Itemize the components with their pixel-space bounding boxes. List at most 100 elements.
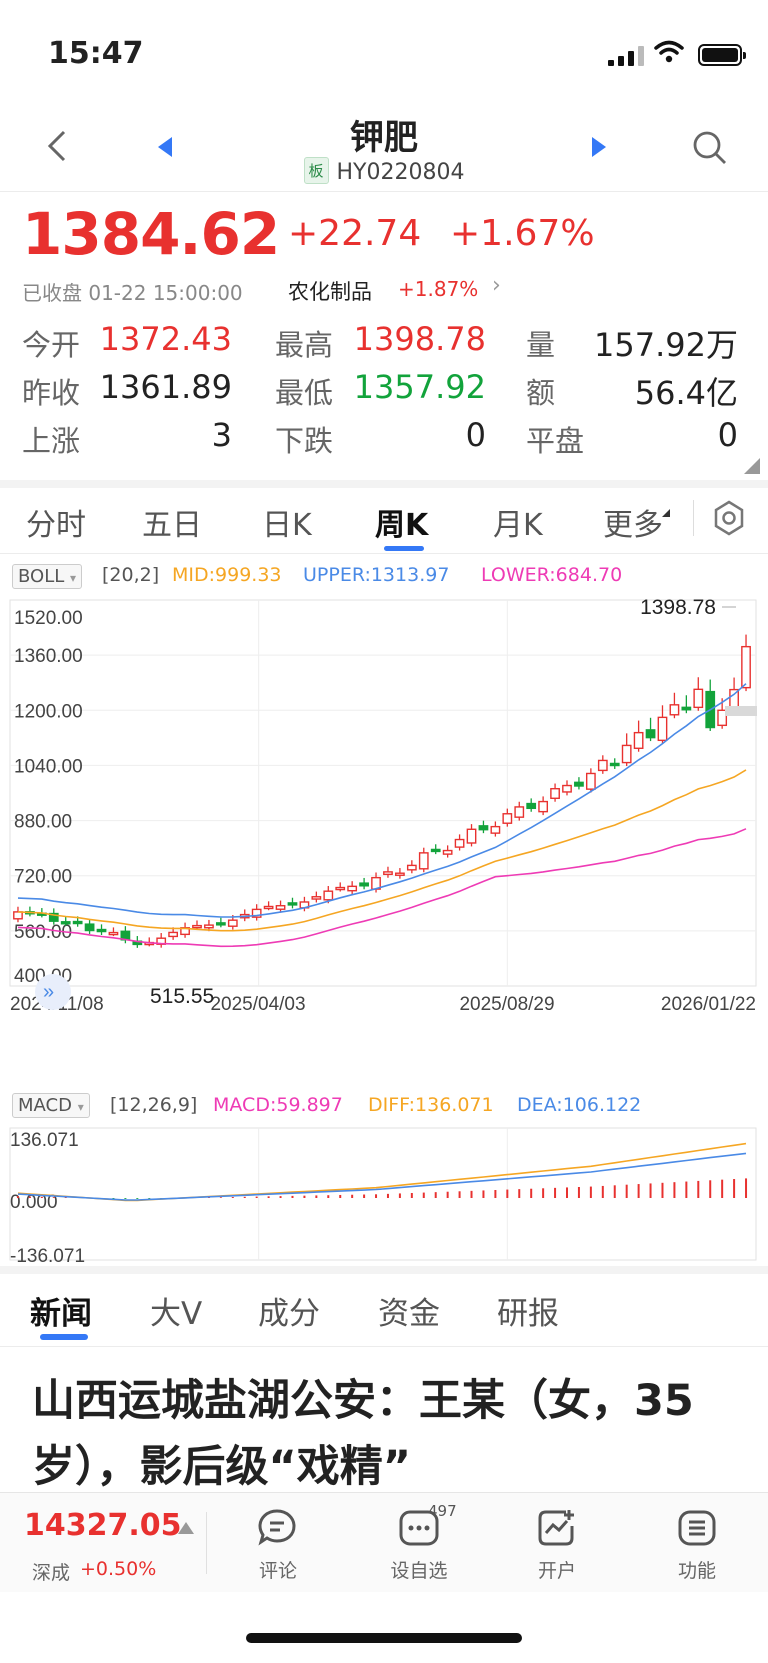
more-corner-icon [662,509,670,517]
high-value: 1398.78 [353,320,486,358]
watchlist-count-badge: 497 [428,1502,457,1520]
scroll-bubble [35,974,71,1010]
y-tick-label: 880.00 [14,812,72,833]
chevron-right-icon[interactable]: › [492,273,501,298]
tab-intraday[interactable]: 分时 [26,508,86,543]
news-tab-research[interactable]: 研报 [497,1296,559,1332]
stock-code-text: HY0220804 [336,160,465,185]
battery-icon [698,44,746,66]
candle [693,688,704,709]
candle [287,902,298,906]
candle [633,731,644,749]
macd-y-tick: -136.071 [10,1246,85,1264]
boll-selector[interactable]: BOLL ▾ [12,564,83,589]
candle [13,911,23,920]
candle [311,896,322,900]
candle [263,905,274,910]
candle [574,781,584,787]
news-headline[interactable]: 山西运城盐湖公安：王某（女，35岁），影后级“戏精” [32,1376,694,1492]
macd-y-tick: 0.000 [10,1192,58,1213]
expand-corner-icon[interactable] [744,458,760,474]
candle [406,864,417,871]
candle [681,706,692,711]
comment-icon[interactable] [256,1508,298,1548]
sector-badge: 板 [303,157,329,184]
open-value: 1372.43 [99,320,232,358]
candle [478,825,489,831]
tab-more[interactable]: 更多 [603,508,663,543]
high-label: 最高 [275,328,334,362]
candle [454,838,465,848]
y-tick-label: 1040.00 [14,756,83,777]
tab-weekly-k[interactable]: 周K [375,508,429,543]
tab-daily-k[interactable]: 日K [262,508,312,543]
index-change: +0.50% [80,1558,157,1580]
candle [48,912,59,922]
price-change-pct: +1.67% [450,213,595,254]
settings-icon[interactable] [712,500,746,536]
macd-frame [9,1127,757,1261]
candle [621,744,632,764]
amount-value: 56.4亿 [634,374,738,412]
candle [538,800,549,813]
candle [168,931,179,938]
index-value[interactable]: 14327.05 [24,1508,182,1543]
candle [442,849,453,855]
low-label: 最低 [275,376,334,410]
comment-label[interactable]: 评论 [258,1560,297,1582]
boll-mid: MID:999.33 [172,564,282,586]
menu-icon[interactable] [676,1508,718,1548]
tab-indicator [384,546,424,551]
signal-icon [608,46,644,66]
macd-y-tick: 136.071 [10,1130,79,1151]
boll-lower-line [17,828,747,948]
candle [550,787,560,799]
add-watchlist-label[interactable]: 设自选 [390,1560,448,1582]
prev-stock-icon[interactable] [157,136,173,158]
candle [275,905,286,910]
candle [227,919,238,927]
candle [204,924,214,929]
up-label: 上涨 [22,424,81,458]
macd-selector[interactable]: MACD ▾ [12,1093,90,1118]
next-stock-icon[interactable] [591,136,607,158]
x-tick-label: 2025/08/29 [459,994,554,1015]
news-tab-funds[interactable]: 资金 [378,1296,440,1332]
y-tick-label: 1200.00 [14,701,83,722]
add-watchlist-icon[interactable] [398,1508,440,1548]
open-account-icon[interactable] [536,1508,578,1548]
candle [72,920,83,925]
news-tab-bigv[interactable]: 大V [150,1296,203,1332]
up-value: 3 [211,416,232,454]
tab-five-day[interactable]: 五日 [142,508,202,543]
boll-lower: LOWER:684.70 [481,564,623,586]
flat-value: 0 [717,416,738,454]
candle [514,806,525,818]
amount-label: 额 [526,376,556,410]
candle [395,872,405,876]
candle [323,890,334,901]
prev-close-value: 1361.89 [99,368,232,406]
fast-forward-icon: » [43,981,54,1003]
search-icon[interactable] [692,130,728,166]
x-tick-label: 2025/04/03 [210,994,305,1015]
stock-code: 板 HY0220804 [0,157,768,185]
macd-diff-line [17,1142,747,1202]
open-account-label[interactable]: 开户 [537,1560,576,1582]
boll-upper-line [17,683,747,918]
menu-label[interactable]: 功能 [677,1560,716,1582]
candle [108,931,119,936]
back-icon[interactable] [44,128,68,164]
candle [383,871,393,876]
chart-frame [9,599,757,987]
news-tab-news[interactable]: 新闻 [30,1296,92,1332]
sector-link[interactable]: 农化制品 [288,280,372,304]
boll-name: BOLL [18,566,65,587]
candle [490,825,501,834]
boll-params: [20,2] [102,564,160,586]
tab-monthly-k[interactable]: 月K [493,508,543,543]
candlestick-chart[interactable]: 1520.00 1360.00 1200.00 1040.00 880.00 720.00… [0,596,768,1096]
candle [502,813,513,824]
macd-chart[interactable]: 136.071 0.000 -136.071 [0,1124,768,1264]
news-tab-components[interactable]: 成分 [258,1296,320,1332]
